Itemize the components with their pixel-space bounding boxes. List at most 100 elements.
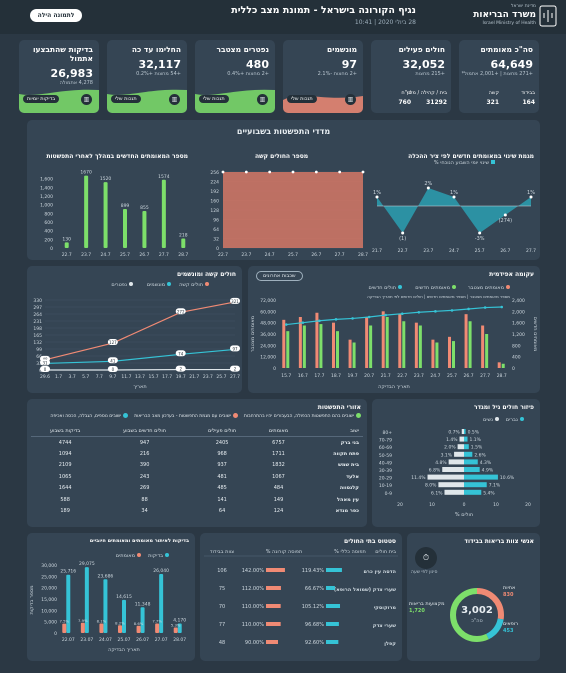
data-label: 1.1% <box>470 437 482 443</box>
table-row[interactable]: בני ברק 6757 2405 947 4744 <box>31 437 363 449</box>
x-tick: 24.7 <box>101 252 111 258</box>
kpi-card: מונשמים 97 +2 מחצות -2.1% תנכות שלי ▥ <box>283 40 363 113</box>
filter-label: סינון לפי שעה <box>411 570 438 575</box>
y-tick: 20,000 <box>41 586 57 592</box>
x-tick: 18.7 <box>331 373 341 379</box>
corona-bar <box>266 622 281 626</box>
kpi-button[interactable]: תנכות שלי <box>287 95 317 103</box>
y-tick: 600 <box>44 220 53 226</box>
donut-segment <box>450 588 504 642</box>
table-row[interactable]: בית שמש 1832 937 390 2109 <box>31 460 363 472</box>
data-label: 2% <box>424 181 432 187</box>
data-label: 321 <box>231 299 239 304</box>
bar-female <box>461 429 464 434</box>
y-tick: 0 <box>39 368 42 374</box>
table-cell: 1832 <box>272 462 285 469</box>
data-label: 14,615 <box>116 594 132 600</box>
table-row[interactable]: עין מאהל 149 141 88 588 <box>31 494 363 506</box>
y-tick: 192 <box>210 189 219 195</box>
bar-new <box>315 312 319 368</box>
isolation-value: 77 <box>219 622 225 628</box>
kpi-button[interactable]: תנכות שלי <box>111 95 141 103</box>
update-button[interactable]: לתמונה הילה <box>30 9 82 22</box>
cumulative-point <box>417 310 421 314</box>
y-tick: 1,600 <box>40 177 53 183</box>
data-point <box>503 213 507 217</box>
table-cell: 189 <box>60 508 70 515</box>
y-tick: 32 <box>213 237 219 243</box>
kpi-value: 32,052 <box>402 58 445 71</box>
kpi-detail-label: בי"ח <box>401 90 411 96</box>
bar-new <box>481 325 485 368</box>
top-bar: מדינת ישראל משרד הבריאות Israel Ministry… <box>0 0 566 34</box>
y-tick: 15,000 <box>41 597 57 603</box>
x-tick: 5.7 <box>82 374 89 380</box>
table-row[interactable]: פתח תקווה 1711 968 216 1094 <box>31 448 363 460</box>
bar-tests <box>159 573 164 633</box>
point-badge <box>230 297 240 304</box>
weekly-title: מדדי התפשטות בשבועיים <box>236 127 331 136</box>
chart2-title: מספר החולים קשה <box>255 153 309 160</box>
x-tick: 15.7 <box>149 374 159 380</box>
data-point <box>375 195 379 199</box>
staff-donut <box>450 588 504 642</box>
kpi-value: 64,649 <box>490 58 533 71</box>
data-label: 74 <box>178 351 184 356</box>
table-cell: 481 <box>217 473 227 480</box>
y-tick: 1,400 <box>40 185 53 191</box>
chart1-title: מגמת שינוי במאומתים חדשים לפי ציר ההכלה <box>408 153 534 160</box>
c5-title: עקומה אפידמית <box>489 271 534 278</box>
data-point <box>221 170 225 174</box>
cumulative-point <box>500 305 504 309</box>
chart-severe: 0 32 64 96 128 160 192 224 256 22.7 23.7 24.7 25.7 26… <box>210 170 368 258</box>
table-cell: 141 <box>217 496 227 503</box>
table-header-row: ישוב מאומתים חולים פעילים חולים חדשים בשבוע… <box>31 425 363 437</box>
data-label: 4,170 <box>173 618 186 624</box>
chart-growth-trend: % שינוי יומי השבוע הנוכחי 1% 21.7 (1) 22.7 2%… <box>372 160 536 254</box>
kpi-card: סה"כ מאומתים 64,649 +271 מחצות | +2,001 את… <box>459 40 539 113</box>
cumulative-line <box>286 306 502 326</box>
general-value: 119.43% <box>302 568 324 574</box>
data-label: 2.0% <box>444 445 456 451</box>
table-row[interactable]: כפר מנדא 124 64 34 189 <box>31 506 363 518</box>
x-tick: 22.7 <box>218 252 228 258</box>
bar-new <box>497 362 501 368</box>
y-tick-left: 0 <box>273 366 276 372</box>
data-label: 1574 <box>158 174 170 180</box>
bar-patients <box>485 334 489 368</box>
point-badge <box>230 345 240 352</box>
y-tick: 1,000 <box>40 203 53 209</box>
table-cell: 1094 <box>58 450 72 457</box>
y-tick: 198 <box>33 326 42 332</box>
age-group: 0-9 <box>385 491 392 497</box>
last-layers-button[interactable]: שכבות אחרונים <box>256 271 303 281</box>
spread-areas-card: אזורי התפשטות ישובים בהם התפשטות הכפולה,… <box>27 399 367 527</box>
general-value: 66.67% <box>305 586 324 592</box>
kpi-button[interactable]: תנכות שלי <box>199 95 229 103</box>
cumulative-point <box>351 317 354 320</box>
table-cell: 1644 <box>58 485 72 492</box>
data-label: 1520 <box>100 176 112 182</box>
table-cell: 484 <box>273 485 284 492</box>
age-group: 30-39 <box>379 468 392 474</box>
data-point <box>452 195 456 199</box>
point-badge <box>107 357 118 364</box>
general-value: 96.68% <box>305 622 324 628</box>
cumulative-point <box>318 319 321 323</box>
ministry-name-en: Israel Ministry of Health <box>482 21 536 26</box>
table-row[interactable]: קלנסווה 484 485 269 1644 <box>31 483 363 495</box>
bar-male <box>464 444 469 450</box>
corona-bar <box>266 604 281 608</box>
kpi-value: 32,117 <box>138 58 181 71</box>
table-row[interactable]: אלעד 1067 481 243 1065 <box>31 471 363 483</box>
column-header: מאומתים <box>254 425 303 437</box>
filter-icon[interactable]: ⏱ <box>415 547 437 569</box>
kpi-title: חולים פעילים <box>398 45 445 54</box>
data-label: 7.9% <box>78 618 88 623</box>
x-tick: 22.7 <box>398 248 408 254</box>
age-gender-card: פיזור חולים גיל ומגדר גברים נשים 80+ 0.5% 0.… <box>372 399 540 527</box>
area-fill <box>223 172 363 248</box>
data-label: 23,686 <box>98 573 114 579</box>
kpi-button[interactable]: בדיקות יומיות <box>23 95 60 103</box>
bar-male <box>464 489 482 495</box>
